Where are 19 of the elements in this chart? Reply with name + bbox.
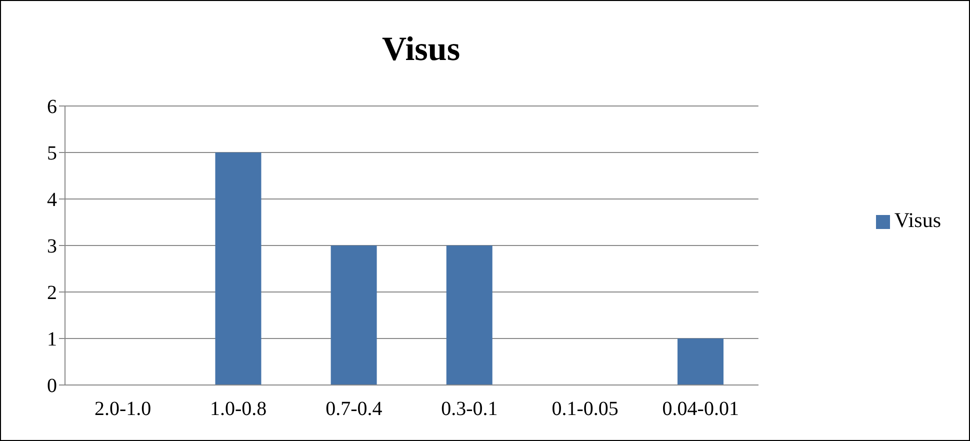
y-tick-label: 1 (47, 328, 57, 351)
bar (330, 246, 377, 385)
x-tick-label: 1.0-0.8 (210, 398, 267, 420)
x-tick-label: 0.7-0.4 (326, 398, 382, 420)
y-tick-label: 5 (47, 142, 57, 165)
bar (215, 152, 262, 385)
x-tick-label: 2.0-1.0 (94, 398, 152, 420)
x-tick-label: 0.3-0.1 (441, 398, 498, 420)
y-tick-label: 3 (47, 236, 57, 258)
legend-label: Visus (894, 208, 941, 232)
x-tick-label: 0.04-0.01 (662, 398, 739, 420)
x-tick-label: 0.1-0.05 (552, 398, 618, 420)
y-tick-label: 4 (47, 189, 57, 212)
y-tick-label: 2 (47, 282, 57, 304)
y-tick-label: 0 (47, 375, 57, 398)
chart-title: Visus (380, 31, 462, 69)
y-tick-label: 6 (47, 96, 57, 118)
bar (678, 338, 724, 385)
bar (446, 246, 492, 385)
